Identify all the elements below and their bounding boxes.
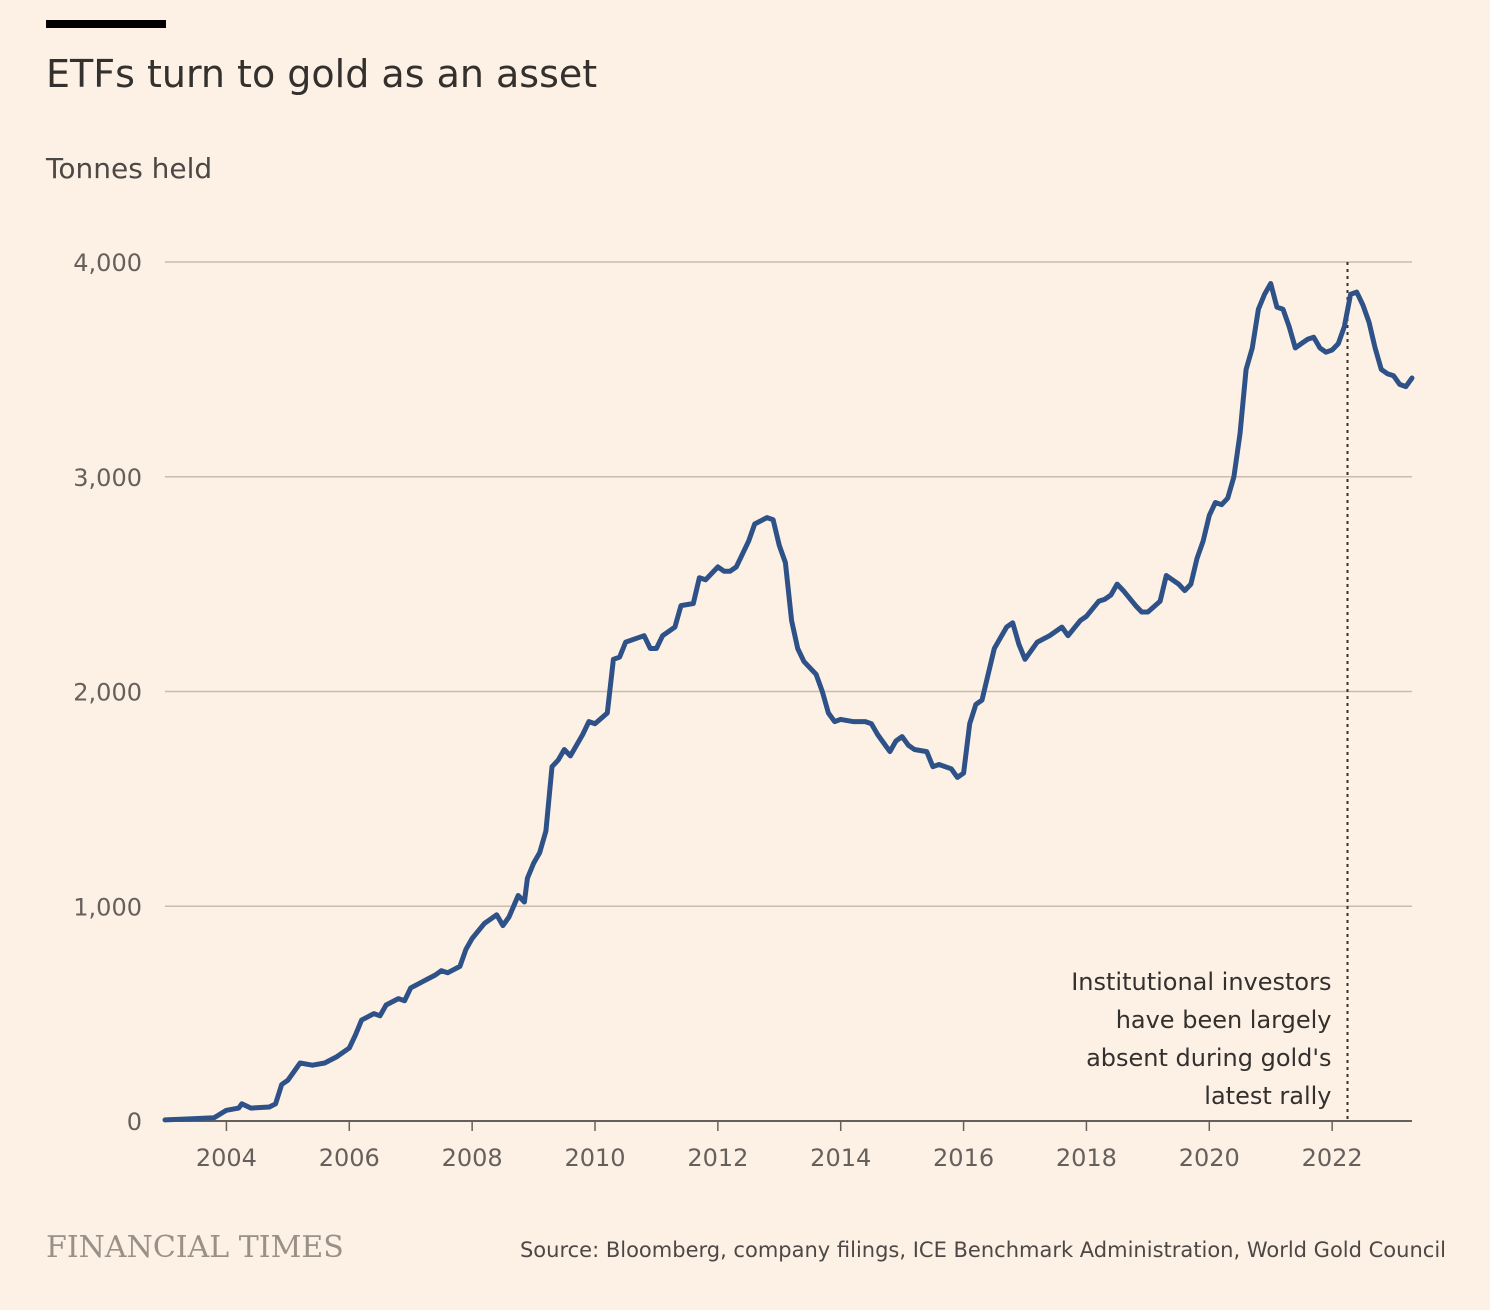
x-tick-label: 2014: [810, 1144, 871, 1172]
x-tick-label: 2016: [933, 1144, 994, 1172]
x-axis-ticks: 2004 2006 2008 2010 2012 2014 2016 2018 2020 2022: [196, 1121, 1363, 1172]
y-tick-label: 4,000: [73, 249, 142, 277]
x-tick-label: 2022: [1302, 1144, 1363, 1172]
x-tick-label: 2010: [564, 1144, 625, 1172]
y-tick-label: 2,000: [73, 679, 142, 707]
x-tick-label: 2004: [196, 1144, 257, 1172]
annotation-line: absent during gold's: [1086, 1044, 1331, 1072]
ft-logo: FINANCIAL TIMES: [46, 1230, 344, 1265]
chart-subtitle: Tonnes held: [46, 152, 213, 185]
y-tick-label: 1,000: [73, 893, 142, 921]
x-tick-label: 2006: [319, 1144, 380, 1172]
x-tick-label: 2018: [1056, 1144, 1117, 1172]
y-tick-label: 3,000: [73, 464, 142, 492]
y-tick-label: 0: [127, 1108, 142, 1136]
annotation-line: have been largely: [1116, 1006, 1332, 1034]
y-axis-ticks: 0 1,000 2,000 3,000 4,000: [73, 249, 142, 1136]
top-accent-bar: [46, 20, 166, 28]
annotation-line: Institutional investors: [1071, 968, 1331, 996]
annotation-text: Institutional investors have been largely…: [1071, 968, 1331, 1110]
annotation-line: latest rally: [1204, 1082, 1331, 1110]
chart-title: ETFs turn to gold as an asset: [46, 52, 598, 96]
x-tick-label: 2008: [442, 1144, 503, 1172]
x-tick-label: 2020: [1179, 1144, 1240, 1172]
series-line: [162, 281, 1415, 1123]
grid-lines: [165, 261, 1412, 1122]
x-tick-label: 2012: [687, 1144, 748, 1172]
source-note: Source: Bloomberg, company filings, ICE …: [519, 1238, 1446, 1262]
